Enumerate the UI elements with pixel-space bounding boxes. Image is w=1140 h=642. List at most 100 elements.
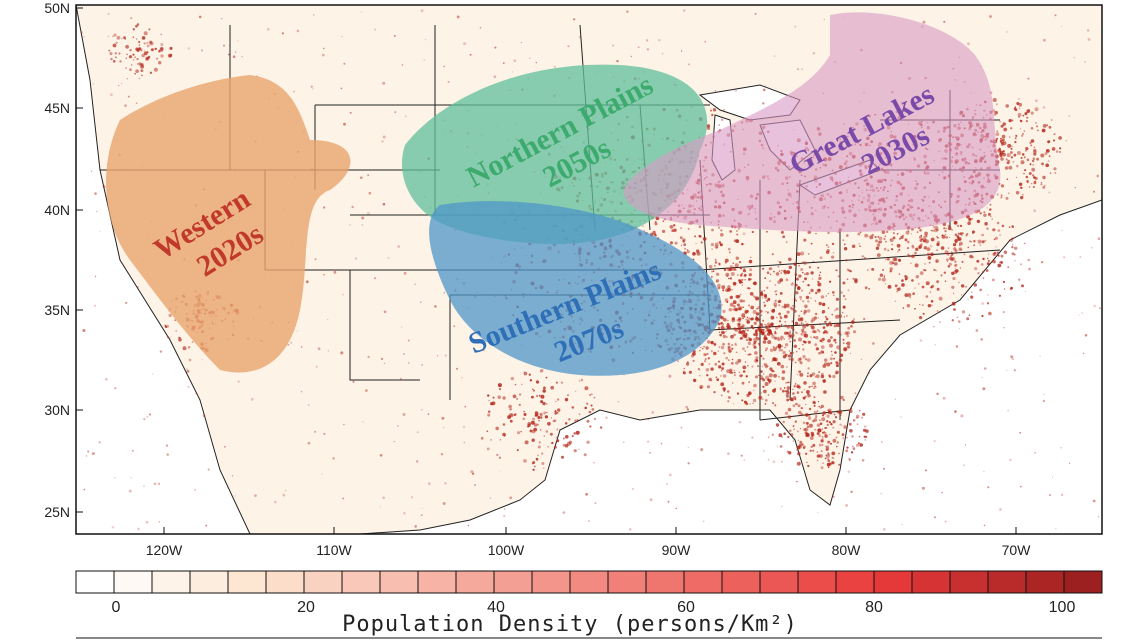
density-dot (1027, 77, 1030, 80)
density-dot (539, 413, 541, 415)
density-dot (794, 273, 798, 276)
density-dot (132, 28, 135, 31)
density-dot (805, 413, 808, 417)
density-dot (662, 229, 666, 233)
density-dot (134, 72, 137, 75)
density-dot (850, 451, 854, 454)
density-dot (860, 358, 863, 361)
density-dot (740, 325, 744, 329)
density-dot (1025, 175, 1029, 179)
density-dot (762, 449, 765, 452)
density-dot (745, 375, 748, 378)
density-dot (407, 339, 410, 342)
density-dot (900, 235, 904, 239)
density-dot (716, 378, 720, 381)
density-dot (516, 431, 521, 435)
density-dot (832, 420, 836, 424)
density-dot (810, 271, 814, 275)
density-dot (90, 170, 93, 172)
density-dot (816, 423, 821, 427)
density-dot (474, 484, 477, 486)
density-dot (803, 331, 807, 335)
density-dot (723, 317, 727, 322)
density-dot (887, 249, 890, 252)
density-dot (907, 230, 910, 232)
density-dot (538, 394, 541, 397)
density-dot (556, 428, 559, 431)
density-dot (834, 309, 836, 312)
density-dot (1030, 111, 1034, 115)
density-dot (471, 472, 475, 475)
density-dot (410, 496, 414, 499)
density-dot (793, 309, 797, 313)
density-dot (755, 312, 760, 316)
density-dot (777, 260, 779, 263)
density-dot (911, 244, 914, 247)
density-dot (842, 338, 845, 341)
density-dot (804, 273, 806, 276)
density-dot (715, 279, 720, 283)
density-dot (674, 241, 678, 245)
density-dot (958, 320, 961, 323)
density-dot (738, 228, 740, 230)
density-dot (673, 228, 677, 232)
density-dot (789, 334, 792, 338)
density-dot (1073, 56, 1076, 59)
density-dot (910, 233, 913, 235)
density-dot (168, 313, 172, 318)
density-dot (800, 322, 803, 324)
density-dot (933, 268, 936, 271)
density-dot (815, 292, 818, 295)
density-dot (1033, 150, 1037, 154)
density-dot (747, 287, 750, 290)
density-dot (863, 317, 866, 321)
density-dot (87, 450, 90, 453)
density-dot (709, 265, 713, 269)
density-dot (904, 293, 909, 297)
density-dot (828, 374, 831, 377)
density-dot (846, 334, 849, 338)
density-dot (673, 224, 676, 227)
density-dot (523, 410, 525, 413)
density-dot (686, 250, 690, 254)
density-dot (803, 238, 807, 242)
colorbar-tick-labels: 0 20 40 60 80 100 (112, 599, 1076, 616)
density-dot (798, 462, 801, 465)
density-dot (1024, 112, 1028, 116)
density-dot (138, 47, 141, 50)
density-dot (881, 441, 883, 443)
density-dot (755, 296, 760, 301)
density-dot (735, 230, 738, 232)
density-dot (871, 267, 875, 271)
density-dot (982, 387, 986, 391)
density-dot (710, 243, 715, 247)
density-dot (1018, 115, 1020, 118)
density-dot (797, 404, 801, 408)
density-dot (822, 364, 827, 368)
density-dot (704, 358, 707, 360)
density-dot (807, 340, 811, 344)
density-dot (789, 306, 793, 310)
density-dot (748, 278, 751, 281)
density-dot (677, 360, 679, 362)
density-dot (531, 395, 534, 399)
density-dot (555, 436, 557, 439)
density-dot (793, 385, 796, 388)
density-dot (149, 71, 153, 75)
density-dot (109, 52, 113, 56)
density-dot (825, 454, 828, 457)
density-dot (714, 362, 718, 366)
density-dot (729, 295, 733, 300)
density-dot (819, 339, 823, 343)
density-dot (578, 36, 581, 39)
density-dot (814, 376, 817, 378)
density-dot (382, 202, 386, 206)
density-dot (718, 262, 721, 265)
density-dot (826, 420, 829, 423)
density-dot (578, 413, 581, 416)
density-dot (668, 473, 672, 477)
density-dot (800, 413, 804, 417)
density-dot (796, 373, 799, 376)
density-dot (680, 244, 683, 246)
density-dot (925, 295, 929, 298)
